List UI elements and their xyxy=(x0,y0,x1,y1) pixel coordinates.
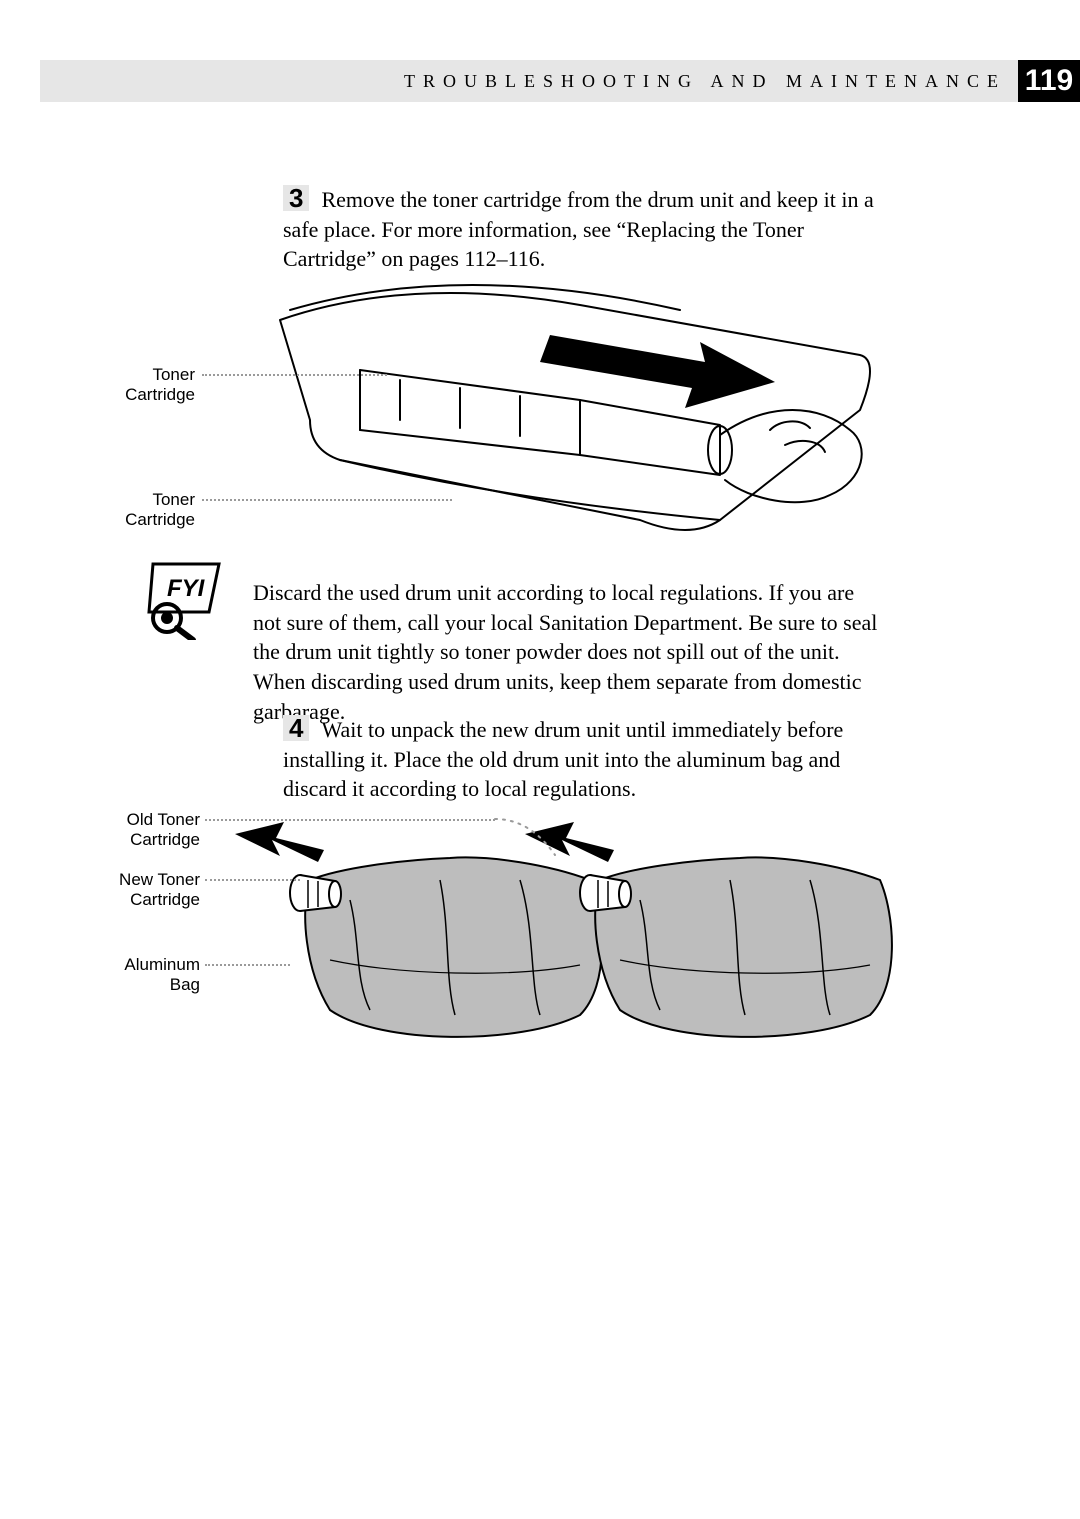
svg-text:FYI: FYI xyxy=(167,575,206,602)
leader-line xyxy=(205,819,495,821)
page-number: 119 xyxy=(1018,60,1080,102)
leader-line xyxy=(205,964,290,966)
label-toner-cartridge-bottom: Toner Cartridge xyxy=(110,490,195,529)
label-new-toner: New Toner Cartridge xyxy=(110,870,200,909)
step-3-number: 3 xyxy=(283,185,309,211)
step-4-text: Wait to unpack the new drum unit until i… xyxy=(283,717,843,801)
leader-line xyxy=(205,879,300,881)
fyi-icon: FYI xyxy=(145,560,225,645)
leader-line xyxy=(202,499,452,501)
header-bar: TROUBLESHOOTING AND MAINTENANCE 119 xyxy=(40,60,1080,102)
toner-removal-illustration xyxy=(160,280,900,540)
header-title: TROUBLESHOOTING AND MAINTENANCE xyxy=(404,71,1006,92)
label-old-toner: Old Toner Cartridge xyxy=(110,810,200,849)
step-4: 4 Wait to unpack the new drum unit until… xyxy=(283,715,878,804)
leader-line xyxy=(202,374,387,376)
label-toner-cartridge-top: Toner Cartridge xyxy=(110,365,195,404)
step-3-text: Remove the toner cartridge from the drum… xyxy=(283,187,874,271)
fyi-text: Discard the used drum unit according to … xyxy=(253,578,885,726)
step-3: 3 Remove the toner cartridge from the dr… xyxy=(283,185,878,274)
fyi-note: FYI Discard the used drum unit according… xyxy=(145,560,885,726)
step-4-number: 4 xyxy=(283,715,309,741)
figure-toner-removal: Toner Cartridge Toner Cartridge xyxy=(160,280,900,540)
figure-bag-illustration: Old Toner Cartridge New Toner Cartridge … xyxy=(160,800,900,1050)
label-aluminum-bag: Aluminum Bag xyxy=(110,955,200,994)
bag-illustration xyxy=(160,800,900,1050)
